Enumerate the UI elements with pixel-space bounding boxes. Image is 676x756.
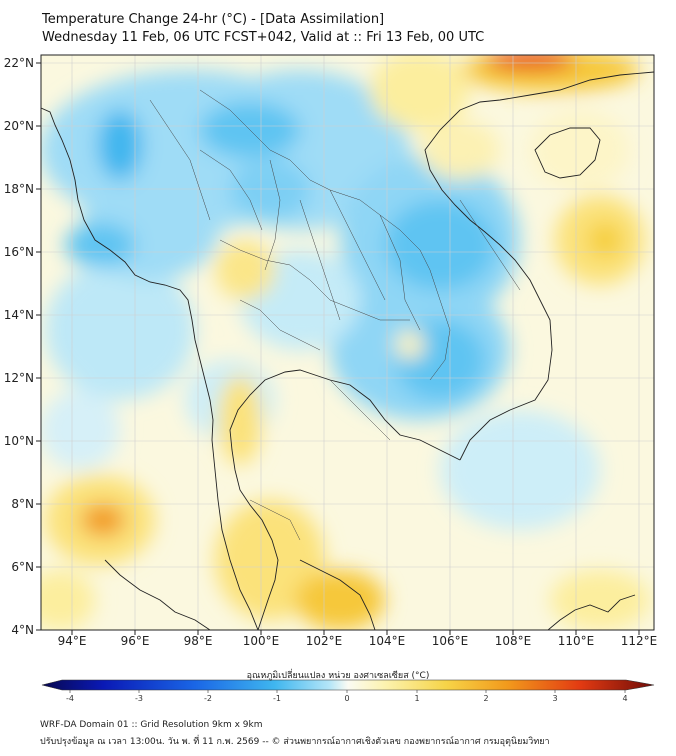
coastlines — [41, 71, 654, 630]
longitude-labels: 94°E 96°E 98°E 100°E 102°E 104°E 106°E 1… — [58, 634, 658, 648]
lat-label: 18°N — [4, 182, 34, 196]
colorbar-tick-label: -2 — [204, 694, 212, 703]
colorbar-tick-label: -1 — [273, 694, 281, 703]
lon-label: 102°E — [306, 634, 343, 648]
footer-grid-info: WRF-DA Domain 01 :: Grid Resolution 9km … — [40, 720, 263, 730]
colorbar-tick-label: 0 — [344, 694, 349, 703]
lat-label: 12°N — [4, 371, 34, 385]
lon-label: 108°E — [495, 634, 532, 648]
lon-label: 94°E — [58, 634, 87, 648]
colorbar-tick-label: 4 — [622, 694, 627, 703]
latitude-labels: 4°N 6°N 8°N 10°N 12°N 14°N 16°N 18°N 20°… — [4, 56, 34, 637]
lat-label: 14°N — [4, 308, 34, 322]
lon-label: 106°E — [432, 634, 469, 648]
lon-label: 110°E — [558, 634, 595, 648]
colorbar-tick-label: -4 — [66, 694, 74, 703]
map-title: Temperature Change 24-hr (°C) - [Data As… — [42, 12, 385, 27]
map-subtitle: Wednesday 11 Feb, 06 UTC FCST+042, Valid… — [42, 30, 485, 45]
axis-ticks — [36, 62, 640, 635]
colorbar: -4 -3 -2 -1 0 1 2 3 4 — [41, 679, 655, 703]
temperature-field — [41, 55, 654, 630]
colorbar-tick-label: 2 — [483, 694, 488, 703]
footer-credit: ปรับปรุงข้อมูล ณ เวลา 13:00น. วัน พ. ที่… — [40, 737, 550, 747]
lat-label: 6°N — [11, 560, 34, 574]
map-frame — [40, 54, 655, 631]
lon-label: 98°E — [184, 634, 213, 648]
lon-label: 104°E — [369, 634, 406, 648]
colorbar-title: อุณหภูมิเปลี่ยนแปลง หน่วย องศาเซลเซียส (… — [246, 671, 430, 681]
lat-label: 16°N — [4, 245, 34, 259]
colorbar-tick-label: -3 — [135, 694, 143, 703]
lat-label: 4°N — [11, 623, 34, 637]
admin-borders — [149, 89, 521, 541]
lat-label: 20°N — [4, 119, 34, 133]
lon-label: 112°E — [621, 634, 658, 648]
lat-label: 22°N — [4, 56, 34, 70]
colorbar-tick-label: 1 — [414, 694, 419, 703]
colorbar-tick-label: 3 — [552, 694, 557, 703]
lat-label: 8°N — [11, 497, 34, 511]
lon-label: 96°E — [121, 634, 150, 648]
lon-label: 100°E — [243, 634, 280, 648]
lat-label: 10°N — [4, 434, 34, 448]
graticule — [41, 55, 654, 630]
